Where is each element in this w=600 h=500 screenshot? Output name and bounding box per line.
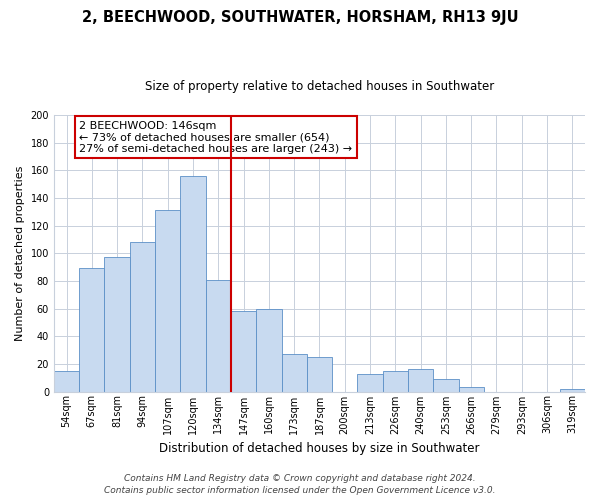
Bar [181,176,206,392]
Bar [307,357,332,392]
Text: 2 BEECHWOOD: 146sqm
← 73% of detached houses are smaller (654)
27% of semi-detac: 2 BEECHWOOD: 146sqm ← 73% of detached ho… [79,120,352,154]
Bar [408,370,433,392]
Bar [206,280,231,392]
Bar [104,258,130,392]
Bar [130,242,155,392]
Bar [155,210,181,392]
Bar [281,354,307,392]
Bar [358,374,383,392]
Bar [54,371,79,392]
Bar [256,308,281,392]
Bar [383,371,408,392]
Text: Contains HM Land Registry data © Crown copyright and database right 2024.
Contai: Contains HM Land Registry data © Crown c… [104,474,496,495]
Y-axis label: Number of detached properties: Number of detached properties [15,166,25,341]
Title: Size of property relative to detached houses in Southwater: Size of property relative to detached ho… [145,80,494,93]
Bar [79,268,104,392]
Bar [458,388,484,392]
Bar [560,388,585,392]
Text: 2, BEECHWOOD, SOUTHWATER, HORSHAM, RH13 9JU: 2, BEECHWOOD, SOUTHWATER, HORSHAM, RH13 … [82,10,518,25]
Bar [231,312,256,392]
Bar [433,379,458,392]
X-axis label: Distribution of detached houses by size in Southwater: Distribution of detached houses by size … [159,442,480,455]
